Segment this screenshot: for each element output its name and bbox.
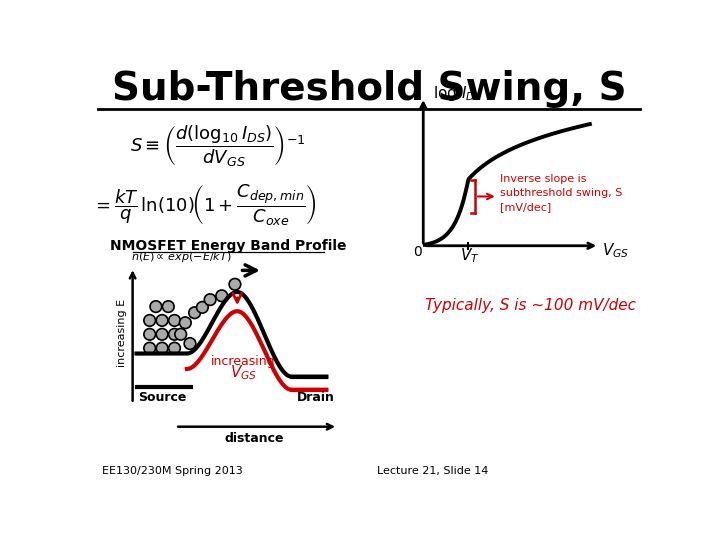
Circle shape (175, 328, 186, 340)
Circle shape (150, 301, 162, 312)
Text: EE130/230M Spring 2013: EE130/230M Spring 2013 (102, 465, 243, 476)
Circle shape (156, 342, 168, 354)
Text: increasing E: increasing E (117, 299, 127, 367)
Text: increasing: increasing (211, 355, 276, 368)
Circle shape (184, 338, 196, 349)
Text: 0: 0 (413, 245, 422, 259)
Circle shape (189, 307, 200, 319)
Circle shape (168, 328, 180, 340)
Circle shape (204, 294, 216, 306)
Circle shape (144, 328, 156, 340)
Text: Typically, S is ~100 mV/dec: Typically, S is ~100 mV/dec (425, 298, 636, 313)
Text: Inverse slope is
subthreshold swing, S
[mV/dec]: Inverse slope is subthreshold swing, S [… (500, 174, 622, 212)
Text: $S \equiv \left(\dfrac{d(\log_{10} I_{DS})}{dV_{GS}}\right)^{-1}$: $S \equiv \left(\dfrac{d(\log_{10} I_{DS… (130, 123, 305, 168)
Text: $\log\,I_D$: $\log\,I_D$ (433, 84, 475, 103)
Text: Drain: Drain (297, 391, 336, 404)
Circle shape (144, 342, 156, 354)
Text: Sub-Threshold Swing, S: Sub-Threshold Swing, S (112, 70, 626, 109)
Text: $V_T$: $V_T$ (460, 246, 480, 265)
Text: $n(E) \propto\,exp(-E/kT)$: $n(E) \propto\,exp(-E/kT)$ (131, 251, 232, 264)
Text: $V_{GS}$: $V_{GS}$ (601, 241, 629, 260)
Circle shape (197, 301, 208, 313)
Text: distance: distance (225, 432, 284, 445)
Circle shape (216, 290, 228, 301)
Circle shape (168, 315, 180, 326)
Circle shape (179, 317, 191, 328)
Text: $V_{GS}$: $V_{GS}$ (230, 363, 257, 382)
Text: Source: Source (138, 391, 186, 404)
Circle shape (168, 342, 180, 354)
Circle shape (163, 301, 174, 312)
Text: NMOSFET Energy Band Profile: NMOSFET Energy Band Profile (109, 239, 346, 253)
Circle shape (144, 315, 156, 326)
Circle shape (156, 315, 168, 326)
Circle shape (156, 328, 168, 340)
Circle shape (229, 279, 240, 290)
Text: $= \dfrac{kT}{q}\,\ln(10)\!\left(1 + \dfrac{C_{dep,min}}{C_{oxe}}\right)$: $= \dfrac{kT}{q}\,\ln(10)\!\left(1 + \df… (92, 183, 317, 227)
Text: Lecture 21, Slide 14: Lecture 21, Slide 14 (377, 465, 488, 476)
